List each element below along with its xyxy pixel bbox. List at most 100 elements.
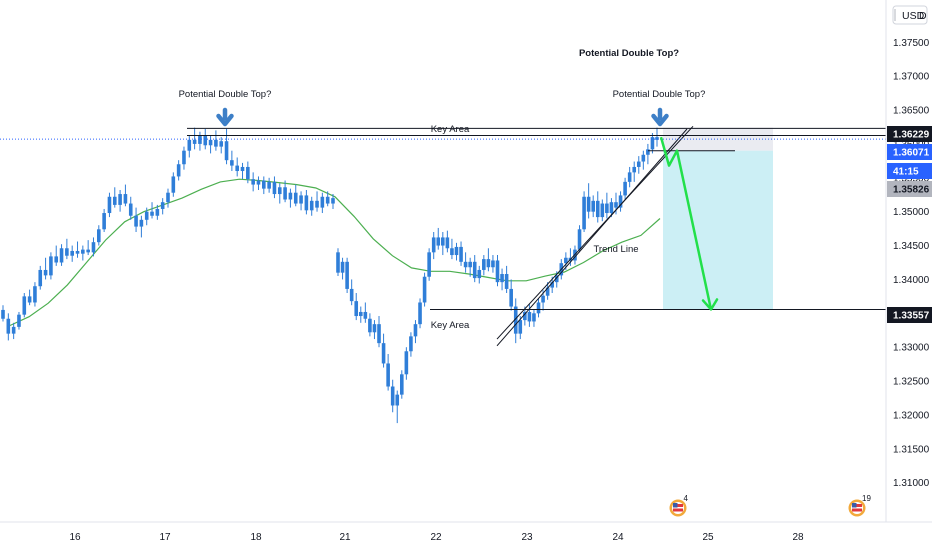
candle (256, 176, 261, 190)
arrow-down-icon (216, 107, 234, 127)
candle (11, 322, 16, 340)
price-tick-label: 1.32500 (893, 377, 930, 388)
time-tick-label: 23 (521, 532, 533, 543)
candle (500, 268, 504, 291)
moving-average-line[interactable] (9, 178, 661, 327)
trend-line-2[interactable] (496, 125, 694, 340)
candle (128, 196, 133, 220)
candle (386, 353, 390, 391)
candle (240, 162, 245, 180)
candle (463, 252, 468, 273)
candle (472, 255, 477, 283)
candle (33, 282, 37, 307)
candle (118, 189, 122, 212)
economic-event-us-icon[interactable]: 4 (669, 494, 689, 517)
price-tag[interactable]: 1.35826 (887, 181, 932, 197)
currency-label: USD (902, 10, 925, 22)
price-tick-label: 1.34500 (893, 241, 930, 252)
candle (97, 225, 101, 246)
candle (418, 298, 422, 329)
price-tag[interactable]: 41:15 (887, 163, 932, 179)
candle (363, 302, 368, 323)
candle (160, 198, 165, 215)
candle (102, 208, 106, 233)
svg-text:41:15: 41:15 (893, 167, 919, 178)
candle (43, 257, 48, 280)
candle (477, 265, 482, 284)
time-tick-label: 17 (159, 532, 171, 543)
short-position-target-zone[interactable] (663, 150, 773, 310)
candle (427, 248, 431, 281)
price-axis-background[interactable] (886, 0, 932, 522)
candle (182, 146, 186, 170)
projection-arrow-path[interactable] (659, 136, 713, 310)
candle (150, 202, 154, 219)
candle (349, 279, 354, 306)
annotation-double-top-right: Potential Double Top? (613, 89, 706, 100)
candle (381, 333, 386, 368)
time-tick-label: 21 (339, 532, 351, 543)
candle (155, 204, 160, 220)
price-tick-label: 1.35000 (893, 207, 930, 218)
candle (224, 129, 229, 165)
candle (293, 184, 298, 207)
arrow-down-icon (651, 107, 669, 127)
candle (595, 191, 600, 223)
candle (377, 316, 381, 348)
candle (509, 279, 513, 311)
candle (267, 177, 271, 193)
svg-text:1.36229: 1.36229 (893, 130, 930, 141)
annotation-key-area-lower: Key Area (431, 320, 470, 331)
candle (235, 157, 239, 177)
candle (532, 309, 536, 327)
price-tick-label: 1.31500 (893, 444, 930, 455)
candle (288, 188, 293, 208)
trend-line[interactable] (496, 128, 688, 347)
candle (618, 191, 623, 212)
economic-event-us-icon-2[interactable]: 19 (848, 494, 872, 517)
candle (504, 265, 509, 293)
candle (59, 244, 64, 266)
candle (331, 194, 335, 209)
candle (6, 313, 11, 341)
annotation-double-top-left: Potential Double Top? (179, 89, 272, 100)
price-tick-label: 1.36500 (893, 106, 930, 117)
candle (586, 183, 591, 219)
candle (139, 215, 144, 238)
candle (413, 320, 418, 344)
candle (112, 187, 117, 208)
candle (230, 150, 234, 172)
candle (315, 191, 319, 212)
svg-text:4: 4 (684, 494, 689, 503)
candle (486, 248, 491, 272)
candle (176, 160, 181, 181)
candle (22, 292, 27, 318)
candle (450, 238, 454, 260)
candle (600, 199, 605, 222)
price-tick-label: 1.31000 (893, 478, 930, 489)
candle (91, 237, 96, 257)
candle (623, 177, 627, 200)
price-tag[interactable]: 1.33557 (887, 307, 932, 323)
annotation-double-top-top: Potential Double Top? (579, 48, 679, 59)
candle (325, 191, 330, 207)
currency-selector[interactable] (892, 5, 928, 25)
candle (468, 257, 472, 277)
price-tag[interactable]: 1.36229 (887, 126, 932, 142)
candle (527, 303, 532, 327)
price-tick-label: 1.37000 (893, 72, 930, 83)
time-tick-label: 28 (792, 532, 804, 543)
price-tag[interactable]: 1.36071 (887, 144, 932, 160)
candle (345, 257, 349, 293)
candle (646, 143, 650, 165)
candle (632, 161, 637, 182)
candle (609, 198, 614, 218)
candle (422, 272, 427, 307)
candle (214, 130, 218, 151)
candle (354, 292, 359, 321)
time-tick-label: 16 (69, 532, 81, 543)
candle (75, 241, 80, 258)
candle (445, 230, 450, 253)
